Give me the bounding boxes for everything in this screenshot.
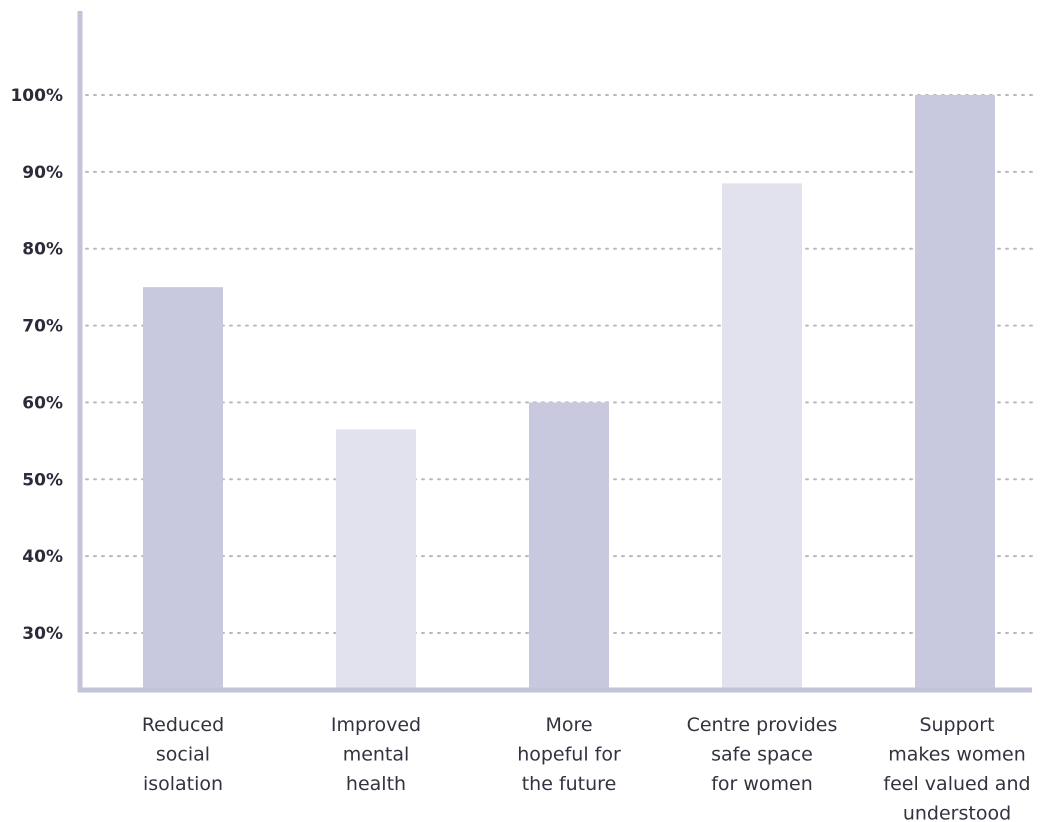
- axes: [77, 11, 1032, 693]
- x-axis-category-labels: Reduced social isolation Improved mental heal…: [142, 714, 1031, 822]
- x-category-label: Reduced social isolation: [142, 714, 224, 795]
- x-category-label: Centre provides safe space for women: [687, 714, 838, 795]
- x-category-label-line: mental: [343, 744, 410, 766]
- y-axis-tick-labels: 30% 40% 50% 60% 70% 80% 90% 100%: [10, 86, 63, 644]
- x-category-label-line: isolation: [143, 773, 223, 795]
- y-tick-label: 60%: [22, 393, 63, 413]
- bar: [336, 429, 416, 690]
- x-category-label-line: More: [545, 714, 592, 736]
- bar: [722, 183, 802, 690]
- bars: [143, 95, 995, 690]
- x-category-label-line: safe space: [711, 744, 813, 766]
- x-category-label-line: the future: [522, 773, 617, 795]
- x-category-label-line: hopeful for: [517, 744, 621, 766]
- x-category-label-line: for women: [711, 773, 813, 795]
- x-category-label: More hopeful for the future: [517, 714, 621, 795]
- bar: [529, 402, 609, 690]
- x-category-label-line: social: [156, 744, 210, 766]
- bar: [915, 95, 995, 690]
- y-tick-label: 80%: [22, 240, 63, 260]
- x-category-label: Improved mental health: [331, 714, 421, 795]
- x-category-label-line: health: [346, 773, 406, 795]
- y-tick-label: 90%: [22, 163, 63, 183]
- bar: [143, 287, 223, 690]
- x-category-label-line: understood: [903, 803, 1011, 822]
- y-tick-label: 100%: [10, 86, 63, 106]
- x-category-label-line: feel valued and: [883, 773, 1030, 795]
- x-category-label-line: Centre provides: [687, 714, 838, 736]
- y-tick-label: 40%: [22, 547, 63, 567]
- y-tick-label: 50%: [22, 470, 63, 490]
- x-category-label: Support makes women feel valued and underst…: [883, 714, 1030, 822]
- y-tick-label: 70%: [22, 317, 63, 337]
- x-category-label-line: makes women: [888, 744, 1026, 766]
- x-category-label-line: Improved: [331, 714, 421, 736]
- x-category-label-line: Support: [919, 714, 994, 736]
- x-category-label-line: Reduced: [142, 714, 224, 736]
- y-tick-label: 30%: [22, 624, 63, 644]
